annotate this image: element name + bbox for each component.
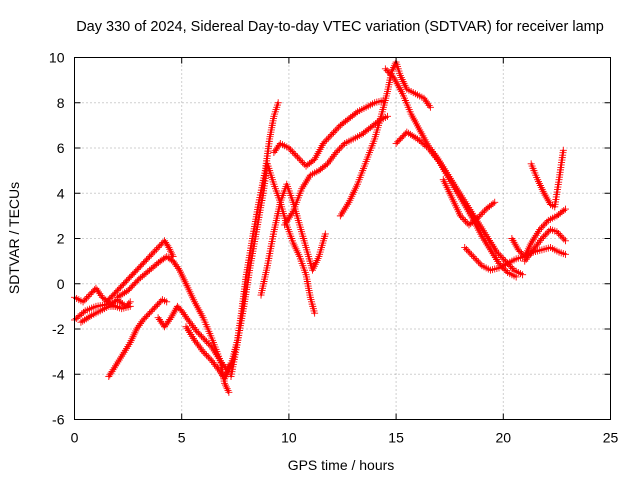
data-series [71,58,569,396]
plus-markers [392,128,520,281]
y-tick-label: 2 [57,231,65,247]
plus-markers [336,58,434,220]
y-tick-label: -6 [52,412,65,428]
series-arc-17 [461,244,569,274]
plus-markers [182,99,282,383]
y-tick-labels: -6 -4 -2 0 2 4 6 8 10 [49,50,65,428]
axis-ticks [74,57,611,420]
plus-markers [103,237,177,306]
y-tick-label: 8 [57,95,65,111]
plus-markers [461,244,569,274]
y-tick-label: -2 [52,321,65,337]
series-arc-20 [527,146,567,211]
series-arc-13 [336,58,434,220]
series-arc-3 [77,302,121,326]
plus-markers [527,146,567,211]
x-tick-labels: 0 5 10 15 20 25 [71,430,619,446]
plus-markers [227,160,319,381]
plus-markers [439,176,499,229]
x-tick-label: 25 [603,430,619,446]
plus-markers [281,112,392,229]
plus-markers [508,205,569,261]
series-arc-6 [103,237,177,306]
series-arc-14 [381,65,527,279]
series-trace [105,239,175,303]
y-tick-label: 4 [57,185,65,201]
grid [74,57,611,420]
chart-title: Day 330 of 2024, Sidereal Day-to-day VTE… [76,19,604,35]
x-axis-label: GPS time / hours [288,457,395,473]
series-arc-19 [521,225,569,265]
y-tick-label: 6 [57,140,65,156]
x-tick-label: 20 [496,430,512,446]
series-trace [116,255,230,393]
y-axis-label: SDTVAR / TECUs [6,182,22,294]
y-tick-label: 10 [49,50,65,66]
plus-markers [381,65,527,279]
plus-markers [154,302,235,374]
plus-markers [105,296,171,381]
series-arc-18 [508,205,569,261]
series-arc-7 [154,302,235,374]
y-tick-label: 0 [57,276,65,292]
plus-markers [521,225,569,265]
series-arc-4 [105,296,171,381]
x-tick-label: 5 [178,430,186,446]
series-trace [107,298,168,378]
plus-markers [270,96,387,170]
y-tick-label: -4 [52,366,65,382]
x-tick-label: 15 [388,430,404,446]
series-arc-16 [439,176,499,229]
series-arc-8 [182,99,282,383]
series-arc-12 [281,112,392,229]
x-tick-label: 10 [281,430,297,446]
series-arc-11 [270,96,387,170]
series-arc-15 [392,128,520,281]
series-arc-9 [227,160,319,381]
plus-markers [77,302,121,326]
x-tick-label: 0 [71,430,79,446]
